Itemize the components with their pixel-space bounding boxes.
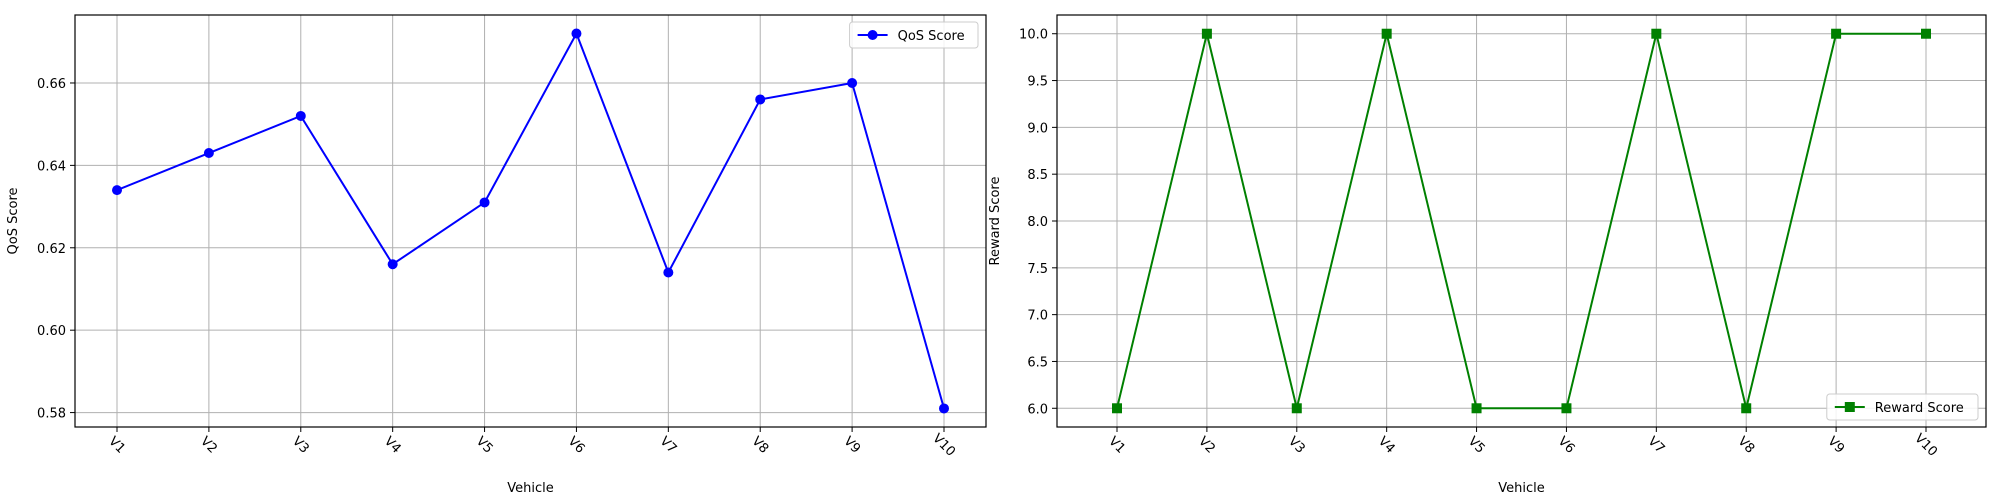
- x-tick-label: V9: [840, 434, 863, 457]
- legend-label: Reward Score: [1875, 401, 1964, 416]
- data-point: [1741, 403, 1752, 414]
- data-point: [1921, 28, 1931, 39]
- y-tick-label: 0.60: [37, 324, 66, 339]
- y-tick-label: 6.5: [1027, 355, 1048, 370]
- y-tick-label: 8.0: [1027, 215, 1048, 230]
- plot-frame: [74, 14, 987, 428]
- x-tick-label: V9: [1824, 434, 1847, 457]
- y-tick-label: 9.0: [1027, 121, 1048, 136]
- x-tick-label: V2: [197, 434, 220, 457]
- y-tick-label: 7.0: [1027, 309, 1048, 324]
- data-point: [755, 94, 766, 105]
- series-line: [116, 31, 945, 409]
- x-tick-label: V6: [1555, 434, 1578, 457]
- x-tick-label: V8: [1734, 434, 1757, 457]
- y-tick-label: 0.66: [37, 77, 66, 92]
- y-axis-title: QoS Score: [6, 188, 21, 255]
- x-tick-label: V5: [1465, 434, 1488, 457]
- data-point: [663, 267, 674, 278]
- x-tick-label: V4: [381, 434, 404, 457]
- x-tick-label: V4: [1375, 434, 1398, 457]
- legend-marker: [867, 30, 878, 40]
- x-tick-label: V7: [1645, 434, 1668, 457]
- x-tick-label: V5: [473, 434, 496, 457]
- legend-box: [849, 21, 979, 49]
- y-tick-label: 8.5: [1027, 168, 1048, 183]
- x-tick-label: V7: [657, 434, 680, 457]
- x-tick-label: V10: [929, 431, 958, 460]
- data-point: [1112, 403, 1122, 414]
- chart-panel-2: V1 V2 V3 V4 V5 V6 V7 V8 V9 V10 6.0 6.5 7.0 7.5 8.0 8.5 9…: [988, 14, 1987, 496]
- chart-panel-1: V1 V2 V3 V4 V5 V6 V7 V8 V9 V10 0.58 0.60 0.62 0.64 0.6…: [6, 14, 987, 496]
- x-axis-title: Vehicle: [507, 481, 554, 496]
- data-point: [847, 77, 858, 88]
- y-tick-label: 6.0: [1027, 402, 1048, 417]
- data-point: [1651, 28, 1662, 39]
- y-axis-title: Reward Score: [988, 177, 1003, 266]
- x-tick-label: V3: [1285, 434, 1308, 457]
- legend: QoS Score: [849, 21, 979, 49]
- data-point: [1201, 28, 1212, 39]
- legend-label: QoS Score: [898, 29, 965, 44]
- legend-box: [1826, 393, 1979, 421]
- y-tick-label: 10.0: [1019, 28, 1048, 43]
- data-point: [1831, 28, 1842, 39]
- legend: Reward Score: [1826, 393, 1979, 421]
- data-point: [479, 197, 490, 208]
- x-tick-label: V6: [565, 434, 588, 457]
- y-tick-label: 9.5: [1027, 75, 1048, 90]
- data-point: [1561, 403, 1572, 414]
- data-point: [1381, 28, 1392, 39]
- data-point: [295, 110, 306, 121]
- data-point: [939, 403, 949, 414]
- data-point: [1291, 403, 1302, 414]
- data-point: [1471, 403, 1482, 414]
- data-point: [112, 185, 122, 196]
- legend-marker: [1844, 402, 1855, 412]
- x-tick-label: V8: [748, 434, 771, 457]
- x-tick-label: V1: [1105, 434, 1128, 457]
- y-tick-label: 0.62: [37, 242, 66, 257]
- y-tick-label: 0.58: [37, 407, 66, 422]
- x-axis-title: Vehicle: [1498, 481, 1545, 496]
- y-tick-label: 0.64: [37, 159, 66, 174]
- data-point: [571, 28, 582, 39]
- series-line: [1116, 32, 1926, 410]
- y-tick-label: 7.5: [1027, 262, 1048, 277]
- x-tick-label: V1: [105, 434, 128, 457]
- data-point: [203, 148, 214, 159]
- x-tick-label: V3: [289, 434, 312, 457]
- x-tick-label: V10: [1911, 431, 1940, 460]
- data-point: [387, 259, 398, 270]
- x-tick-label: V2: [1195, 434, 1218, 457]
